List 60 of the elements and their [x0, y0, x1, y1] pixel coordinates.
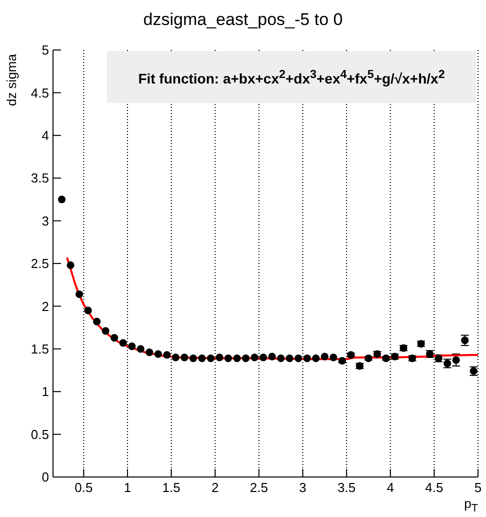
point: [198, 354, 206, 362]
y-tick-label: 0.5: [30, 426, 49, 442]
x-tick-label: 3.5: [338, 480, 356, 496]
point: [250, 354, 258, 362]
point: [461, 336, 469, 344]
point: [58, 196, 66, 204]
point: [260, 354, 268, 362]
formula-box: Fit function: a+bx+cx$^{2}$+dx$^{3}$+ex$^{4}$+fx$^{5}$+g/√x+h/x$^{2}$: [107, 51, 476, 103]
point: [233, 354, 241, 362]
y-tick-label: 1.5: [30, 342, 49, 357]
point: [102, 327, 110, 335]
point: [136, 345, 144, 353]
point: [163, 351, 171, 359]
x-axis-title: p$_{T}$: [464, 496, 478, 515]
point: [320, 352, 328, 360]
y-tick-label: 0: [42, 470, 49, 485]
y-tick-label: 4: [42, 128, 49, 144]
point: [154, 350, 162, 358]
x-tick-label: 2.5: [250, 480, 268, 496]
point: [93, 318, 101, 326]
point: [110, 334, 118, 342]
y-tick-label: 2.5: [30, 256, 49, 272]
point: [330, 354, 338, 362]
y-tick-label: 1: [42, 384, 49, 400]
x-tick-label: 3: [299, 480, 306, 496]
point: [119, 339, 127, 347]
point: [224, 354, 232, 362]
point: [180, 354, 188, 362]
point: [242, 354, 250, 362]
x-tick-label: 0.5: [74, 480, 93, 496]
point: [268, 352, 276, 360]
y-tick-label: 4.5: [30, 85, 49, 100]
x-tick-label: 1: [124, 480, 132, 496]
y-tick-label: 5: [42, 42, 49, 58]
chart-title: dzsigma_east_pos_-5 to 0: [142, 10, 344, 30]
point: [75, 290, 84, 298]
point: [84, 306, 92, 314]
point: [172, 354, 180, 362]
y-tick-label: 3.5: [30, 170, 49, 186]
point: [312, 354, 320, 362]
point: [286, 354, 294, 362]
x-tick-label: 4.5: [425, 480, 444, 496]
point: [303, 354, 311, 362]
x-tick-label: 2: [211, 480, 219, 496]
point: [66, 261, 74, 270]
point: [206, 354, 215, 362]
point: [128, 342, 136, 350]
x-tick-label: 4: [386, 480, 394, 496]
point: [338, 357, 346, 365]
x-tick-label: 1.5: [162, 480, 180, 496]
x-tick-label: 5: [474, 480, 482, 496]
point: [146, 348, 154, 356]
y-axis-title: dz sigma: [4, 54, 19, 106]
point: [216, 354, 224, 362]
y-tick-label: 3: [42, 213, 49, 228]
point: [189, 354, 198, 362]
y-tick-label: 2: [42, 298, 49, 314]
point: [294, 354, 302, 362]
point: [277, 354, 285, 362]
point: [452, 356, 460, 364]
